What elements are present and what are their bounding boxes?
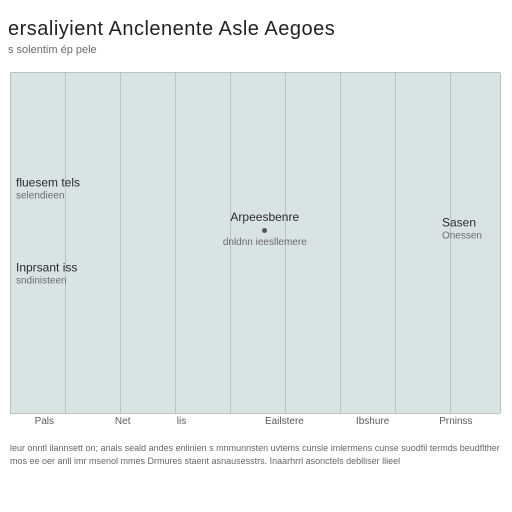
chart-subtitle: s solentim ép pele <box>0 44 97 56</box>
chart-title: ersaliyient Anclenente Asle Aegoes <box>0 18 512 41</box>
caption-text: leur onntl ilannsett on; anals seald and… <box>10 442 502 467</box>
node-label: Inprsant iss <box>16 260 77 275</box>
vertical-gridline <box>500 73 501 413</box>
vertical-gridline <box>120 73 121 413</box>
x-axis-label: Eailstere <box>265 416 304 427</box>
vertical-gridline <box>395 73 396 413</box>
vertical-gridline <box>230 73 231 413</box>
chart-side-label: SasenOnessen <box>442 216 482 244</box>
chart-container: ersaliyient Anclenente Asle Aegoes s sol… <box>0 0 512 512</box>
x-axis-labels: Pals Net lis Eailstere Ibshure Prninss <box>10 416 500 436</box>
chart-side-label: Inprsant isssndinisteen <box>16 260 77 288</box>
x-axis-label: Prninss <box>439 416 472 427</box>
x-axis-label: Net <box>115 416 131 427</box>
x-axis-label: Ibshure <box>356 416 389 427</box>
vertical-gridline <box>65 73 66 413</box>
vertical-gridline <box>285 73 286 413</box>
x-axis-label: Pals <box>35 416 54 427</box>
vertical-gridline <box>175 73 176 413</box>
vertical-gridline <box>10 73 11 413</box>
chart-side-label: fluesem telsselendieen <box>16 175 80 203</box>
node-sublabel: Onessen <box>442 231 482 244</box>
vertical-gridline <box>340 73 341 413</box>
plot-area: fluesem telsselendieen Inprsant isssndini… <box>10 72 500 414</box>
node-label: Sasen <box>442 216 482 231</box>
node-label: fluesem tels <box>16 175 80 190</box>
x-axis-label: lis <box>177 416 186 427</box>
node-sublabel: sndinisteen <box>16 275 77 288</box>
node-sublabel: selendieen <box>16 190 80 203</box>
plot-background <box>10 73 500 413</box>
